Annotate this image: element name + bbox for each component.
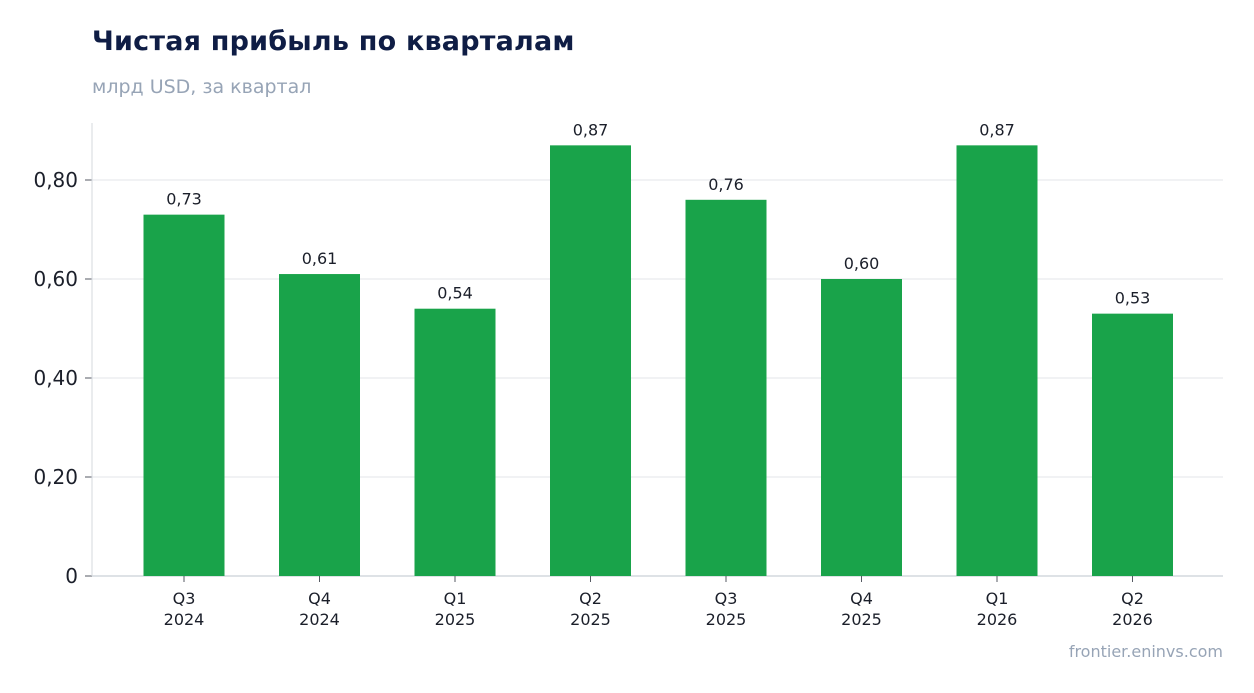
x-tick-label-year: 2026 xyxy=(977,610,1018,629)
gridlines xyxy=(92,179,1223,478)
data-label: 0,87 xyxy=(979,120,1015,139)
x-tick-label-year: 2026 xyxy=(1112,610,1153,629)
y-tick-label: 0,60 xyxy=(33,267,78,291)
x-tick-label-year: 2024 xyxy=(164,610,205,629)
bar xyxy=(821,279,902,576)
bar xyxy=(1092,313,1173,576)
axes xyxy=(85,123,1223,582)
y-tick-label: 0,80 xyxy=(33,168,78,192)
x-tick-label-year: 2025 xyxy=(435,610,476,629)
bar xyxy=(414,308,496,576)
bar xyxy=(956,145,1038,576)
data-label: 0,87 xyxy=(573,120,609,139)
x-tick-label-year: 2025 xyxy=(570,610,611,629)
chart-title: Чистая прибыль по кварталам xyxy=(92,26,575,57)
bar xyxy=(685,199,767,577)
x-tick-label-quarter: Q4 xyxy=(308,589,331,608)
x-tick-label-year: 2025 xyxy=(706,610,747,629)
bars xyxy=(143,145,1173,577)
source-credit: frontier.eninvs.com xyxy=(1068,642,1223,661)
x-tick-label-quarter: Q1 xyxy=(986,589,1009,608)
data-label: 0,60 xyxy=(844,254,880,273)
x-tick-label-quarter: Q3 xyxy=(715,589,738,608)
x-tick-label-year: 2024 xyxy=(299,610,340,629)
data-labels: 0,73 0,61 0,54 0,87 0,76 0,60 0,87 0,53 xyxy=(166,120,1150,307)
data-label: 0,53 xyxy=(1115,289,1151,308)
tick-labels: 0 0,20 0,40 0,60 0,80 Q3 2024 Q4 2024 Q1 2025 Q2 202… xyxy=(33,168,1152,629)
data-label: 0,73 xyxy=(166,190,202,209)
chart-subtitle: млрд USD, за квартал xyxy=(92,76,312,98)
y-tick-label: 0,20 xyxy=(33,465,78,489)
data-label: 0,54 xyxy=(437,284,473,303)
data-label: 0,76 xyxy=(708,175,744,194)
y-tick-label: 0,40 xyxy=(33,366,78,390)
x-tick-label-quarter: Q3 xyxy=(173,589,196,608)
bar xyxy=(143,214,225,576)
x-tick-label-quarter: Q1 xyxy=(444,589,467,608)
x-tick-label-quarter: Q2 xyxy=(579,589,602,608)
bar xyxy=(279,274,360,576)
x-tick-label-quarter: Q4 xyxy=(850,589,873,608)
x-tick-label-quarter: Q2 xyxy=(1121,589,1144,608)
x-tick-label-year: 2025 xyxy=(841,610,882,629)
y-tick-label: 0 xyxy=(65,564,78,588)
data-label: 0,61 xyxy=(302,249,338,268)
bar xyxy=(550,145,631,576)
